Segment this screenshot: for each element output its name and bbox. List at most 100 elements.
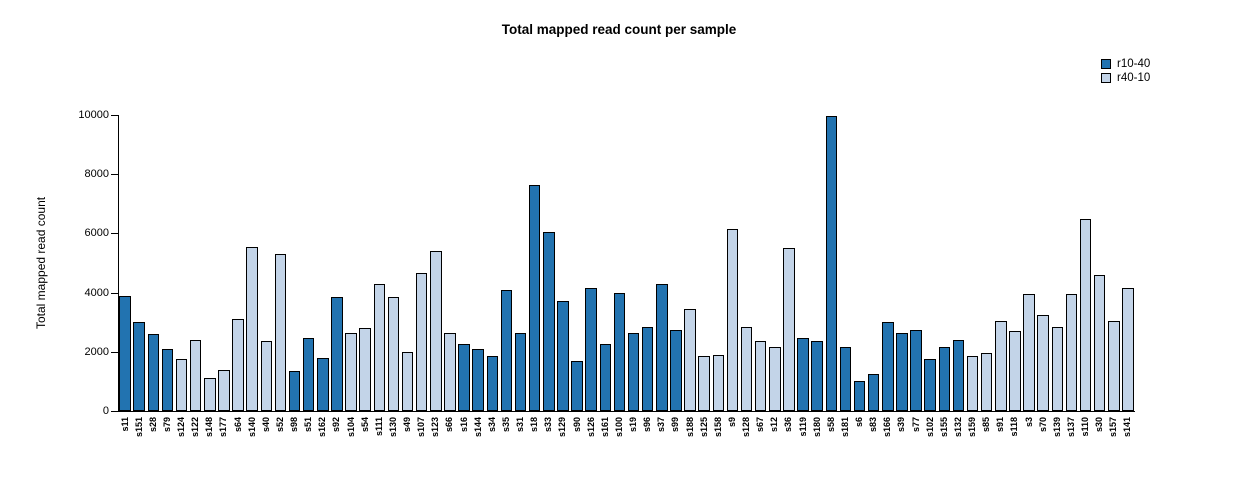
x-tick-label: s140: [246, 417, 257, 438]
x-tick-label: s166: [882, 417, 893, 438]
x-tick-label: s6: [854, 417, 865, 428]
bar-s79: [161, 348, 174, 411]
bar-s141: [1122, 288, 1134, 411]
x-tick-label: s70: [1037, 417, 1048, 433]
bar-s162: [317, 357, 329, 411]
x-tick-label: s98: [289, 417, 300, 433]
x-tick-label: s151: [133, 417, 144, 438]
x-tick-label: s39: [896, 417, 907, 433]
x-tick-label: s77: [910, 417, 921, 433]
x-tick-label: s155: [938, 417, 949, 438]
bar-s129: [557, 301, 569, 411]
bar-s77: [910, 329, 922, 411]
bar-s151: [133, 322, 145, 411]
bar-s36: [783, 248, 795, 411]
x-tick-label: s157: [1108, 417, 1119, 438]
x-tick-label: s85: [981, 417, 992, 433]
x-tick-label: s66: [444, 417, 455, 433]
bar-s85: [980, 353, 993, 411]
x-tick-label: s148: [204, 417, 215, 438]
x-tick-label: s161: [599, 417, 610, 438]
bar-s66: [444, 332, 456, 411]
x-tick-label: s102: [924, 417, 935, 438]
legend-swatch-r10-40: [1101, 59, 1111, 69]
x-tick-label: s159: [967, 417, 978, 438]
bar-s30: [1093, 274, 1106, 411]
x-tick-label: s123: [430, 417, 441, 438]
bar-s128: [740, 326, 753, 411]
x-tick-label: s90: [571, 417, 582, 433]
x-tick-label: s12: [769, 417, 780, 433]
bar-s49: [401, 351, 414, 411]
bar-s102: [924, 359, 936, 411]
x-tick-label: s16: [458, 417, 469, 433]
x-tick-label: s122: [190, 417, 201, 438]
y-tick-label: 2000: [84, 345, 109, 358]
bar-s107: [415, 273, 428, 411]
x-tick-label: s125: [698, 417, 709, 438]
x-axis-line: [118, 411, 1135, 412]
bar-s126: [585, 288, 597, 411]
x-tick-label: s37: [656, 417, 667, 433]
x-tick-label: s3: [1023, 417, 1034, 428]
bar-s181: [839, 347, 852, 411]
x-tick-label: s139: [1051, 417, 1062, 438]
bar-s83: [867, 374, 880, 411]
bar-s123: [430, 251, 442, 411]
x-tick-label: s11: [119, 417, 130, 432]
bar-s132: [952, 339, 965, 411]
x-tick-label: s35: [500, 417, 511, 433]
bar-s67: [754, 341, 767, 411]
bar-s98: [288, 371, 301, 411]
x-tick-label: s31: [515, 417, 526, 433]
bar-s100: [613, 292, 626, 411]
x-tick-label: s58: [825, 417, 836, 433]
legend-label: r40-10: [1117, 72, 1151, 84]
bar-s64: [232, 319, 244, 411]
legend-item: r10-40: [1101, 57, 1150, 71]
bar-s35: [500, 289, 513, 411]
x-tick-label: s30: [1094, 417, 1105, 433]
bar-s99: [670, 329, 682, 411]
y-tick-label: 0: [102, 405, 109, 417]
x-tick-label: s119: [797, 417, 808, 437]
x-tick-label: s96: [642, 417, 653, 433]
bar-s125: [698, 356, 710, 411]
x-tick-label: s34: [486, 417, 497, 433]
bar-s18: [528, 184, 541, 411]
x-tick-label: s107: [416, 417, 427, 438]
bar-s110: [1079, 218, 1092, 411]
x-tick-label: s129: [557, 417, 568, 438]
bar-s158: [712, 354, 725, 411]
x-tick-label: s9: [726, 417, 737, 428]
bar-s6: [853, 381, 866, 411]
x-tick-label: s51: [303, 417, 314, 433]
y-tick-label: 8000: [84, 168, 109, 181]
bar-s28: [147, 334, 160, 411]
bar-s51: [302, 338, 315, 411]
y-tick-mark: [111, 233, 118, 235]
x-tick-label: s181: [839, 417, 850, 438]
bar-s52: [274, 254, 287, 411]
legend-label: r10-40: [1117, 58, 1151, 70]
x-tick-label: s28: [147, 417, 158, 433]
bar-s37: [656, 283, 668, 411]
bar-s33: [543, 231, 555, 411]
x-tick-label: s162: [317, 417, 328, 438]
bar-s58: [825, 116, 838, 411]
x-tick-label: s180: [811, 417, 822, 438]
bar-s130: [387, 297, 400, 411]
bar-s137: [1065, 294, 1078, 411]
y-tick-mark: [111, 174, 118, 176]
y-tick-mark: [111, 115, 118, 116]
bar-s148: [204, 378, 216, 411]
bar-s111: [373, 283, 386, 411]
x-tick-label: s128: [741, 417, 752, 438]
y-tick-label: 10000: [78, 109, 109, 121]
x-tick-label: s79: [161, 417, 172, 433]
y-tick-label: 6000: [84, 227, 109, 240]
x-tick-label: s132: [952, 417, 963, 438]
x-tick-label: s83: [868, 417, 879, 433]
bar-s16: [458, 344, 470, 411]
bar-s155: [938, 347, 951, 411]
